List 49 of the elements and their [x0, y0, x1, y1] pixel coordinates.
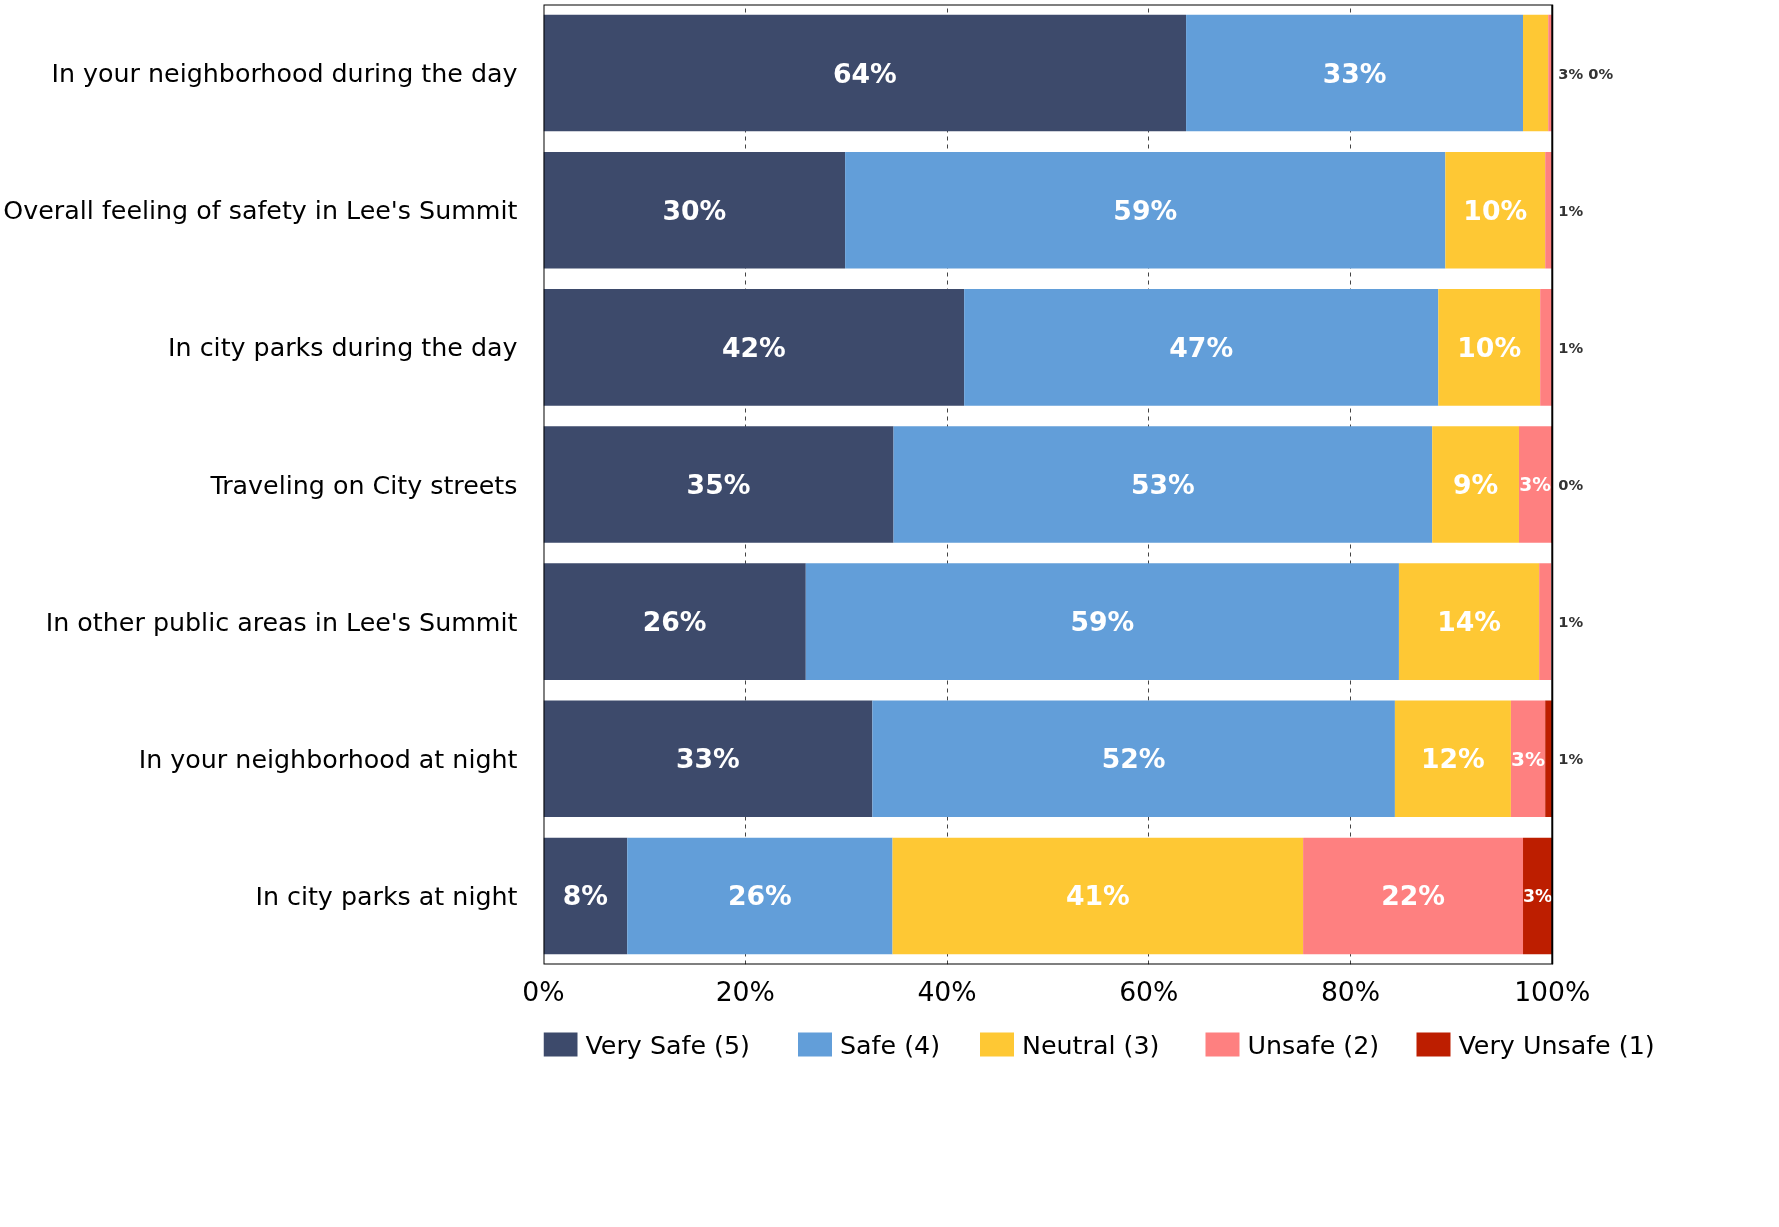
- data-label: 3%: [1522, 885, 1553, 906]
- data-label: 1%: [1558, 750, 1584, 768]
- data-label: 33%: [1322, 57, 1387, 89]
- y-tick-label: Traveling on City streets: [209, 469, 518, 500]
- data-label: 22%: [1381, 880, 1445, 912]
- data-label: 8%: [562, 880, 608, 912]
- legend-label: Unsafe (2): [1247, 1029, 1380, 1060]
- data-label: 12%: [1421, 743, 1485, 775]
- legend-label: Neutral (3): [1022, 1029, 1160, 1060]
- x-tick-label: 100%: [1514, 975, 1591, 1007]
- data-label: 3%: [1558, 64, 1584, 82]
- x-tick-label: 60%: [1119, 975, 1179, 1007]
- data-label: 1%: [1558, 338, 1584, 356]
- data-label: 42%: [721, 331, 786, 363]
- data-label: 41%: [1065, 880, 1130, 912]
- data-label: 33%: [676, 743, 740, 775]
- data-label: 1%: [1558, 201, 1584, 219]
- x-tick-label: 40%: [917, 975, 977, 1007]
- data-label: 52%: [1101, 743, 1166, 775]
- y-tick-label: In your neighborhood during the day: [51, 58, 518, 89]
- data-label: 14%: [1437, 606, 1501, 638]
- legend-label: Safe (4): [840, 1029, 941, 1060]
- y-tick-label: In your neighborhood at night: [138, 743, 518, 774]
- data-label: 59%: [1070, 606, 1135, 638]
- data-label: 53%: [1130, 469, 1195, 500]
- data-label: 47%: [1169, 331, 1234, 363]
- x-tick-label: 80%: [1320, 975, 1381, 1007]
- data-label: 0%: [1558, 476, 1584, 493]
- data-label: 3%: [1519, 474, 1552, 495]
- data-label: 10%: [1457, 331, 1522, 363]
- data-label: 3%: [1511, 746, 1546, 771]
- data-label: 35%: [686, 469, 751, 500]
- data-label: 26%: [642, 606, 707, 638]
- data-label: 26%: [727, 880, 792, 912]
- legend-label: Very Safe (5): [585, 1029, 750, 1060]
- data-label: 0%: [1588, 64, 1614, 82]
- y-tick-label: Overall feeling of safety in Lee's Summit: [3, 195, 518, 226]
- y-tick-label: In city parks during the day: [168, 332, 518, 363]
- data-label: 59%: [1113, 194, 1178, 226]
- x-tick-label: 20%: [715, 975, 775, 1007]
- data-label: 30%: [662, 194, 727, 226]
- data-label: 10%: [1463, 194, 1528, 226]
- data-label: 64%: [832, 57, 897, 89]
- data-label: 9%: [1452, 469, 1499, 500]
- legend-label: Very Unsafe (1): [1458, 1029, 1655, 1060]
- y-tick-label: In other public areas in Lee's Summit: [45, 606, 518, 637]
- data-label: 1%: [1558, 613, 1584, 631]
- y-tick-label: In city parks at night: [255, 880, 518, 911]
- x-tick-label: 0%: [522, 975, 565, 1007]
